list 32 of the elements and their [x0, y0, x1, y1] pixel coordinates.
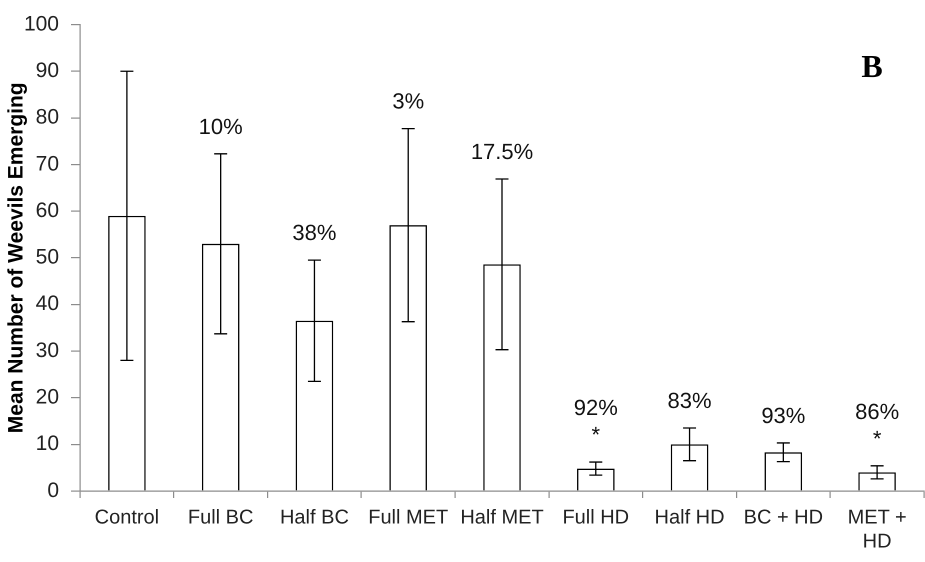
annotation: 93%	[761, 403, 806, 428]
annotation: 92%	[574, 395, 618, 420]
y-tick-label: 80	[36, 106, 59, 129]
x-tick-label: Half HD	[654, 506, 725, 529]
y-tick-label: 70	[36, 152, 59, 176]
x-tick-label: Half BC	[280, 506, 349, 529]
annotation: 86%	[855, 398, 900, 424]
x-tick-label: Full BC	[188, 506, 254, 529]
annotation: B	[861, 48, 883, 84]
x-tick-label: Full HD	[562, 506, 630, 529]
annotation: 38%	[292, 220, 336, 246]
y-tick-label: 10	[36, 432, 59, 456]
y-tick-label: 100	[24, 12, 59, 36]
y-tick-label: 30	[36, 338, 59, 362]
annotation: 83%	[668, 388, 712, 414]
x-tick-label: MET + HD	[848, 506, 907, 553]
x-tick-label: Full MET	[368, 506, 448, 529]
annotation: *	[591, 422, 600, 448]
x-tick-label: Half MET	[460, 506, 544, 529]
y-tick-label: 50	[36, 246, 59, 269]
y-axis-title: Mean Number of Weevils Emerging	[4, 82, 28, 434]
annotation: 17.5%	[470, 139, 534, 164]
y-tick-label: 90	[36, 59, 59, 82]
y-tick-label: 0	[47, 478, 59, 502]
annotation: 10%	[198, 114, 243, 139]
y-tick-label: 40	[36, 292, 59, 316]
annotation: 3%	[392, 88, 424, 114]
y-tick-label: 20	[36, 386, 59, 409]
x-tick-label: BC + HD	[744, 506, 824, 529]
annotation: *	[872, 426, 882, 451]
y-tick-label: 60	[36, 198, 59, 222]
x-tick-label: Control	[94, 506, 160, 529]
